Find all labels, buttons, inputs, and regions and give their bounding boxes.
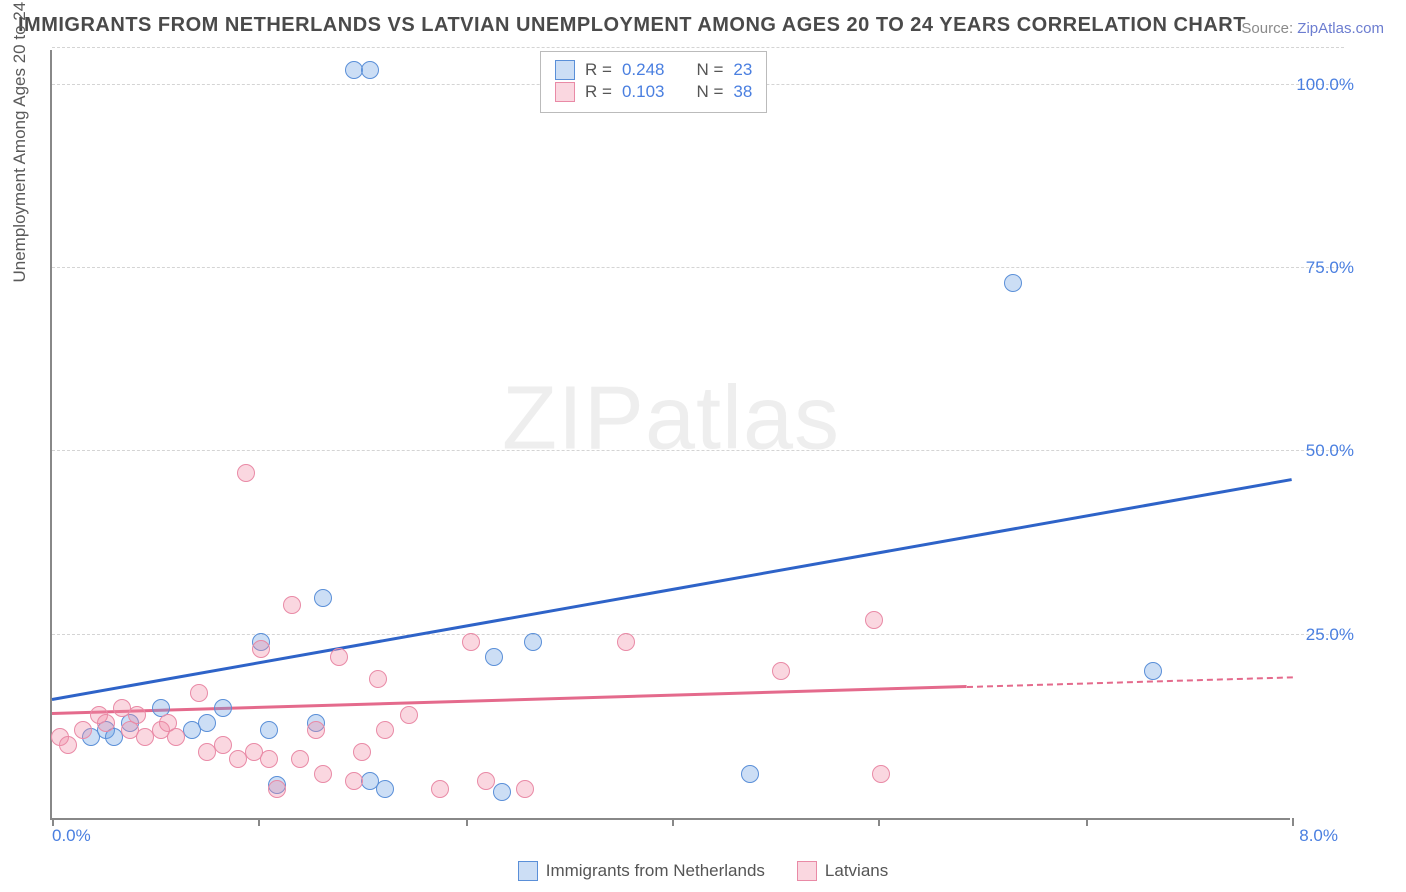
data-point-latvians: [872, 765, 890, 783]
data-point-latvians: [307, 721, 325, 739]
legend-swatch: [555, 82, 575, 102]
data-point-latvians: [353, 743, 371, 761]
stat-r-value: 0.103: [622, 82, 665, 102]
data-point-netherlands: [741, 765, 759, 783]
data-point-latvians: [376, 721, 394, 739]
x-tick: [672, 818, 674, 826]
x-tick: [1086, 818, 1088, 826]
data-point-netherlands: [361, 61, 379, 79]
data-point-netherlands: [524, 633, 542, 651]
chart-title: IMMIGRANTS FROM NETHERLANDS VS LATVIAN U…: [18, 14, 1246, 37]
x-label-min: 0.0%: [52, 826, 91, 846]
data-point-netherlands: [198, 714, 216, 732]
plot-area: ZIPatlas 25.0%50.0%75.0%100.0%0.0%8.0%: [50, 50, 1290, 820]
data-point-netherlands: [485, 648, 503, 666]
trend-line: [966, 677, 1292, 689]
data-point-netherlands: [260, 721, 278, 739]
data-point-latvians: [865, 611, 883, 629]
stat-r-label: R =: [585, 60, 612, 80]
data-point-latvians: [477, 772, 495, 790]
legend-stats: R = 0.248 N = 23 R = 0.103 N = 38: [540, 51, 767, 113]
y-tick-label: 75.0%: [1306, 258, 1354, 278]
legend-series: Immigrants from Netherlands Latvians: [0, 861, 1406, 886]
data-point-latvians: [167, 728, 185, 746]
y-tick-label: 100.0%: [1296, 75, 1354, 95]
data-point-latvians: [617, 633, 635, 651]
y-tick-label: 25.0%: [1306, 625, 1354, 645]
stat-r-label: R =: [585, 82, 612, 102]
x-tick: [1292, 818, 1294, 826]
data-point-latvians: [462, 633, 480, 651]
data-point-latvians: [128, 706, 146, 724]
data-point-latvians: [268, 780, 286, 798]
data-point-latvians: [330, 648, 348, 666]
data-point-latvians: [431, 780, 449, 798]
watermark-rest: atlas: [645, 368, 840, 468]
data-point-latvians: [237, 464, 255, 482]
data-point-netherlands: [214, 699, 232, 717]
watermark-bold: ZIP: [502, 368, 645, 468]
legend-label: Immigrants from Netherlands: [546, 861, 765, 881]
data-point-netherlands: [376, 780, 394, 798]
gridline: [52, 634, 1344, 635]
legend-stat-row: R = 0.248 N = 23: [555, 60, 752, 80]
legend-swatch: [797, 861, 817, 881]
data-point-netherlands: [493, 783, 511, 801]
data-point-latvians: [291, 750, 309, 768]
trend-line: [52, 685, 967, 715]
data-point-netherlands: [1144, 662, 1162, 680]
data-point-latvians: [314, 765, 332, 783]
stat-n-value: 23: [733, 60, 752, 80]
stat-n-label: N =: [696, 60, 723, 80]
data-point-latvians: [214, 736, 232, 754]
data-point-latvians: [283, 596, 301, 614]
data-point-latvians: [260, 750, 278, 768]
data-point-latvians: [516, 780, 534, 798]
data-point-latvians: [252, 640, 270, 658]
x-tick: [466, 818, 468, 826]
data-point-latvians: [345, 772, 363, 790]
gridline: [52, 450, 1344, 451]
data-point-latvians: [400, 706, 418, 724]
stat-r-value: 0.248: [622, 60, 665, 80]
data-point-latvians: [772, 662, 790, 680]
legend-swatch: [555, 60, 575, 80]
data-point-latvians: [369, 670, 387, 688]
source-label: Source:: [1241, 20, 1297, 37]
x-tick: [258, 818, 260, 826]
data-point-latvians: [97, 714, 115, 732]
source-link[interactable]: ZipAtlas.com: [1297, 20, 1384, 37]
legend-item: Immigrants from Netherlands: [518, 861, 765, 881]
legend-item: Latvians: [797, 861, 888, 881]
legend-label: Latvians: [825, 861, 888, 881]
x-tick: [52, 818, 54, 826]
source-attribution: Source: ZipAtlas.com: [1241, 20, 1384, 37]
legend-swatch: [518, 861, 538, 881]
data-point-netherlands: [314, 589, 332, 607]
trend-line: [52, 478, 1293, 701]
chart-container: IMMIGRANTS FROM NETHERLANDS VS LATVIAN U…: [0, 0, 1406, 892]
legend-stat-row: R = 0.103 N = 38: [555, 82, 752, 102]
data-point-latvians: [190, 684, 208, 702]
data-point-latvians: [74, 721, 92, 739]
y-axis-label: Unemployment Among Ages 20 to 24 years: [10, 0, 30, 283]
data-point-netherlands: [1004, 274, 1022, 292]
y-tick-label: 50.0%: [1306, 441, 1354, 461]
watermark: ZIPatlas: [502, 367, 840, 470]
stat-n-label: N =: [696, 82, 723, 102]
gridline: [52, 267, 1344, 268]
data-point-latvians: [59, 736, 77, 754]
x-tick: [878, 818, 880, 826]
stat-n-value: 38: [733, 82, 752, 102]
gridline: [52, 47, 1344, 48]
x-label-max: 8.0%: [1299, 826, 1338, 846]
